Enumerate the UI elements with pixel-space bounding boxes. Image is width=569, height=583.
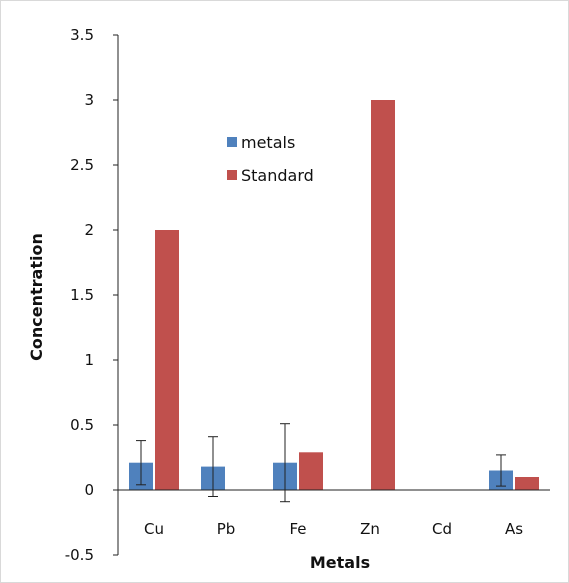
legend-swatch-standard (227, 170, 237, 180)
legend-label-standard: Standard (241, 166, 314, 185)
legend-label-metals: metals (241, 133, 295, 152)
legend-swatch-metals (227, 137, 237, 147)
legend: metals Standard (227, 133, 314, 185)
x-axis-title: Metals (310, 553, 370, 572)
plot-area: 3.5 3 2.5 2 1.5 1 0.5 0 -0.5 Cu Pb Fe Zn Cd As (65, 26, 550, 564)
x-tick-label: As (505, 520, 523, 538)
y-tick-label: 0.5 (70, 416, 94, 434)
x-tick-label: Fe (289, 520, 306, 538)
y-tick-label: 1 (84, 351, 94, 369)
y-tick-label: 2 (84, 221, 94, 239)
y-axis-title: Concentration (27, 233, 46, 361)
y-tick-label: 3 (84, 91, 94, 109)
y-tick-label: 0 (84, 481, 94, 499)
bar-standard-as (515, 477, 539, 490)
x-tick-label: Cu (144, 520, 164, 538)
x-tick-label: Zn (360, 520, 380, 538)
x-tick-label: Cd (432, 520, 452, 538)
y-tick-label: 3.5 (70, 26, 94, 44)
y-tick-label: 1.5 (70, 286, 94, 304)
x-tick-label: Pb (217, 520, 236, 538)
y-tick-label: 2.5 (70, 156, 94, 174)
bar-standard-cu (155, 230, 179, 490)
y-tick-label: -0.5 (65, 546, 94, 564)
bar-standard-zn (371, 100, 395, 490)
bar-standard-fe (299, 452, 323, 490)
